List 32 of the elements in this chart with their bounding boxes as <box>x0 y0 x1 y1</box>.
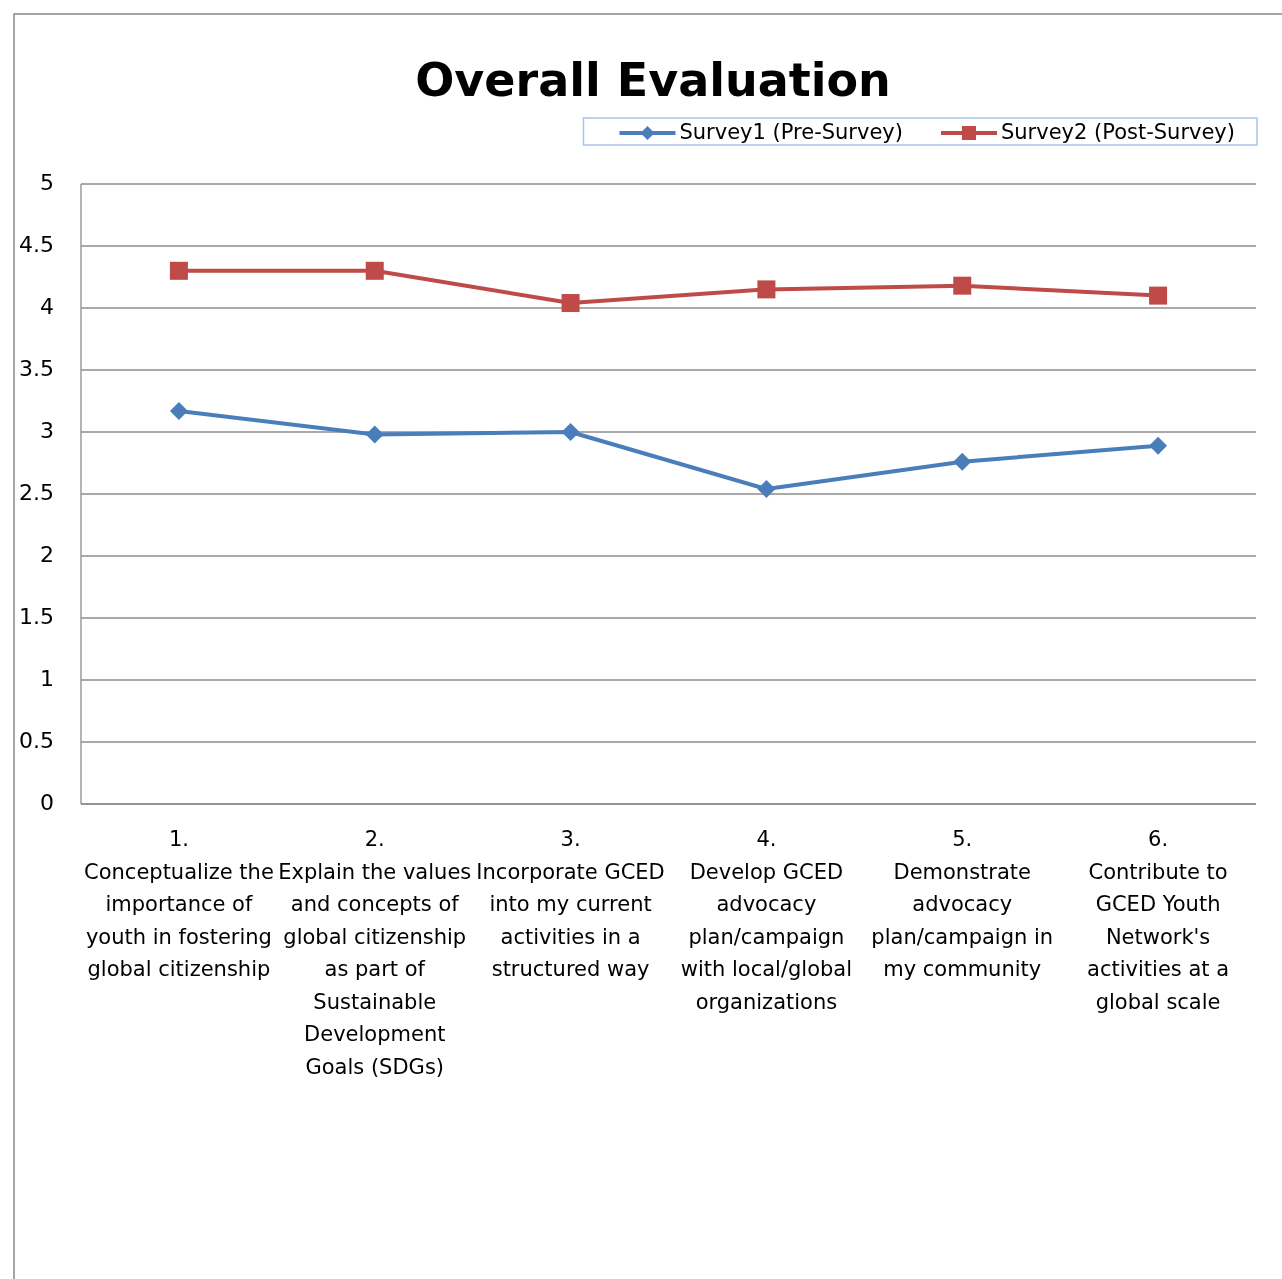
y-tick-label: 2.5 <box>19 480 54 505</box>
point <box>1149 436 1168 455</box>
y-tick-label: 3 <box>40 418 54 443</box>
chart-title: Overall Evaluation <box>415 53 891 107</box>
point <box>365 425 384 444</box>
y-tick-label: 5 <box>40 170 54 195</box>
point <box>1149 286 1168 305</box>
point <box>169 261 188 280</box>
y-tick-label: 1 <box>40 666 54 691</box>
y-tick-label: 1.5 <box>19 604 54 629</box>
point <box>561 294 580 313</box>
point <box>757 280 776 299</box>
point <box>561 423 580 441</box>
y-tick-label: 0.5 <box>19 728 54 753</box>
point <box>365 261 384 280</box>
y-tick-label: 3.5 <box>19 356 54 381</box>
point <box>953 452 972 471</box>
x-tick-label: 5. Demonstrate advocacy plan/campaign in my community <box>871 827 1054 981</box>
y-tick-label: 2 <box>40 542 54 567</box>
point <box>169 401 188 420</box>
x-tick-label: 1. Conceptualize the importance of youth in fostering global citizenship <box>84 827 274 981</box>
legend-label: Survey2 (Post-Survey) <box>1000 120 1236 144</box>
legend-label: Survey1 (Pre-Survey) <box>679 120 903 144</box>
point <box>757 480 776 499</box>
x-tick-label: 6. Contribute to GCED Youth Network's activities at a global scale <box>1087 827 1230 1014</box>
x-tick-label: 2. Explain the values and concepts of global citizenship as part of Sustainable Development Goals (SDGs) <box>278 827 472 1079</box>
y-tick-label: 4.5 <box>19 232 54 257</box>
x-tick-label: 4. Develop GCED advocacy plan/campaign with local/global organizations <box>680 827 853 1014</box>
x-tick-label: 3. Incorporate GCED into my current activities in a structured way <box>476 827 665 981</box>
y-tick-label: 4 <box>40 294 54 319</box>
point <box>953 276 972 295</box>
y-tick-label: 0 <box>40 790 54 815</box>
